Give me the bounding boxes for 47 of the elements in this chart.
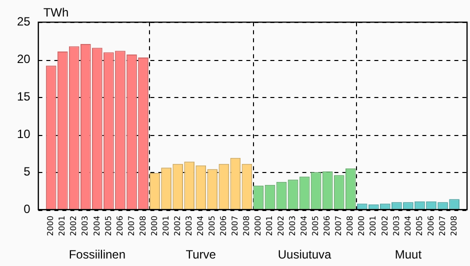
x-tick-label: 2006 [322,216,332,236]
x-tick-label: 2008 [138,216,148,236]
x-tick-label: 2003 [184,216,194,236]
x-tick-label: 2001 [161,216,170,236]
x-tick-label: 2007 [438,216,447,236]
x-tick-label: 2001 [368,216,378,236]
x-tick-label: 2004 [196,216,205,236]
x-tick-label: 2008 [346,216,355,236]
y-axis-title: TWh [43,6,69,20]
y-tick-label: 0 [24,202,31,216]
x-tick-label: 2006 [426,216,436,236]
x-tick-label: 2002 [380,216,390,236]
x-tick-label: 2000 [150,216,159,236]
x-tick-label: 2004 [92,216,102,236]
x-tick-label: 2005 [414,216,424,236]
x-tick-label: 2002 [276,216,286,236]
x-tick-label: 2007 [230,216,240,236]
y-tick-label: 15 [16,89,31,104]
x-tick-label: 2002 [69,216,78,236]
x-tick-label: 2000 [254,216,263,236]
x-tick-label: 2006 [115,216,124,236]
x-tick-label: 2000 [46,216,56,236]
y-tick-label: 25 [16,14,31,29]
x-tick-label: 2008 [449,216,458,236]
x-tick-label: 2008 [242,216,252,236]
x-tick-label: 2001 [265,216,274,236]
x-tick-label: 2003 [392,216,401,236]
x-tick-label: 2005 [311,216,320,236]
y-tick-label: 10 [16,126,31,141]
x-tick-label: 2007 [126,216,136,236]
x-tick-label: 2003 [288,216,298,236]
text: Uusiutuva [278,247,332,262]
x-tick-label: 2004 [403,216,412,236]
text: Muut [394,247,422,262]
x-tick-label: 2001 [58,216,67,236]
x-tick-label: 2005 [104,216,113,236]
x-tick-label: 2000 [357,216,366,236]
x-tick-label: 2004 [300,216,309,236]
x-tick-label: 2006 [218,216,228,236]
x-tick-label: 2007 [334,216,344,236]
x-tick-label: 2005 [207,216,216,236]
text: Turve [186,247,216,262]
x-tick-label: 2003 [80,216,90,236]
y-tick-label: 5 [24,164,31,178]
y-tick-label: 20 [16,52,31,66]
text: Fossiilinen [68,247,126,262]
x-tick-label: 2002 [172,216,182,236]
